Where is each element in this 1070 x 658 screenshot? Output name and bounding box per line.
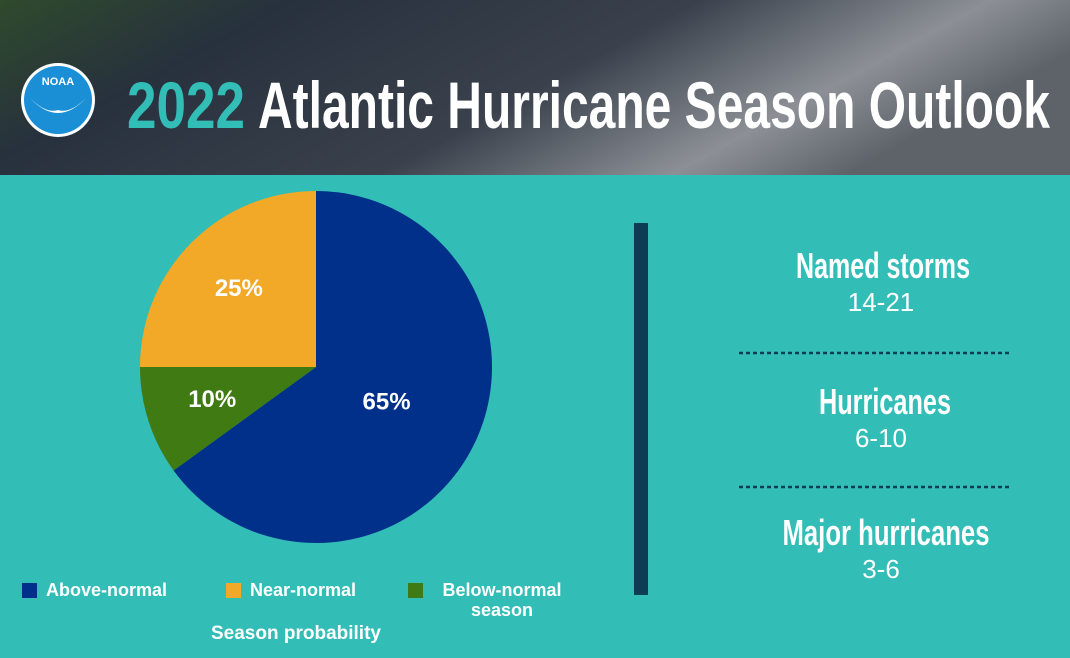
stat-label: Major hurricanes — [783, 512, 990, 553]
logo — [24, 66, 92, 134]
legend-swatch — [22, 583, 37, 598]
title-year: 2022 — [127, 68, 245, 142]
x-axis-label: Season probability — [211, 623, 381, 644]
stat-label: Hurricanes — [819, 381, 951, 422]
title: Atlantic Hurricane Season Outlook — [258, 68, 1050, 142]
stat-label: Named storms — [796, 245, 970, 286]
logo-bird — [30, 98, 86, 113]
divider — [634, 223, 648, 595]
logo-text: NOAA — [42, 76, 74, 88]
data-label: 10% — [188, 386, 236, 413]
pie-slice — [140, 367, 316, 471]
legend-label: Near-normal — [250, 580, 357, 600]
stat-value: 3-6 — [862, 554, 900, 584]
data-label: 65% — [363, 388, 411, 415]
stat-value: 6-10 — [855, 423, 907, 453]
pie-slice — [140, 191, 316, 367]
pie-slice — [173, 191, 492, 543]
legend-label: Above-normal — [46, 580, 168, 600]
legend-swatch — [408, 583, 423, 598]
header-background — [0, 0, 1070, 175]
legend-label: Below-normal season — [442, 580, 562, 620]
legend-swatch — [226, 583, 241, 598]
data-label: 25% — [215, 275, 263, 302]
stat-value: 14-21 — [848, 287, 915, 317]
